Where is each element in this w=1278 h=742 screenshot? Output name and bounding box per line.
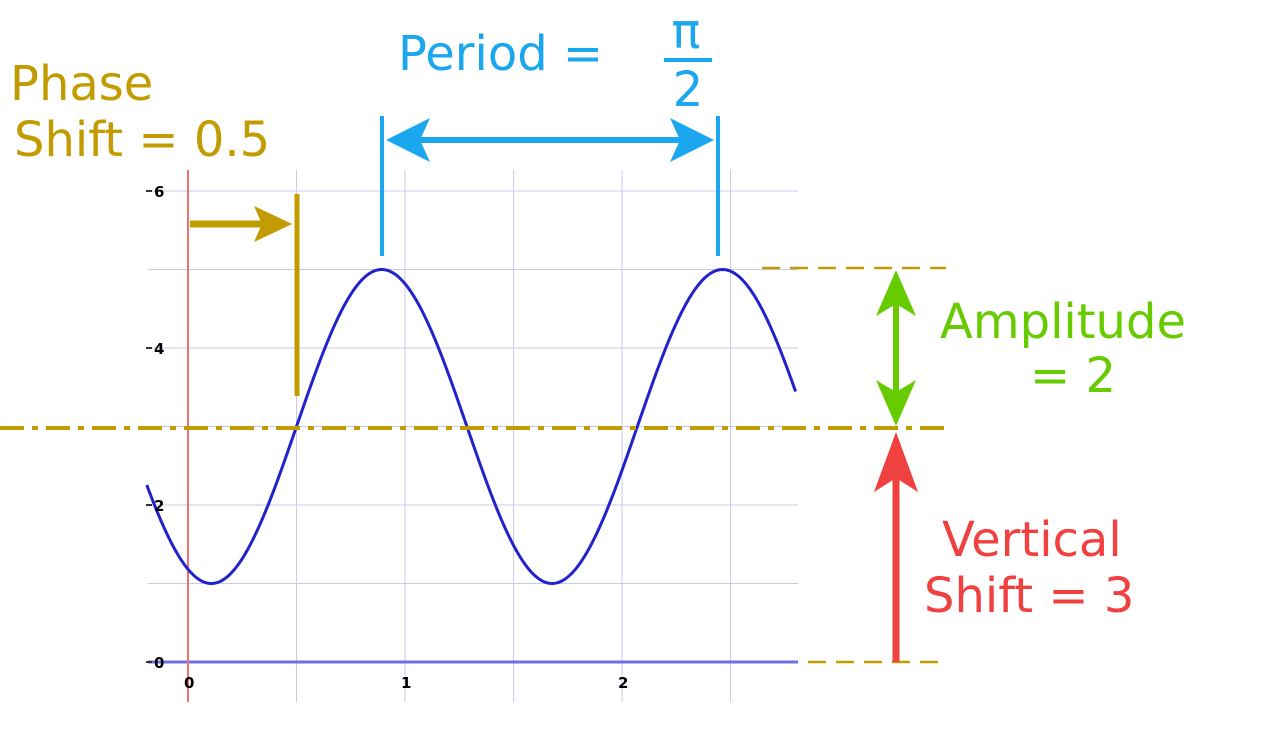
amplitude-label-line2: = 2 — [1030, 348, 1116, 404]
phase-shift-label-line2: Shift = 0.5 — [14, 112, 270, 168]
period-arrow-right-head-icon — [670, 118, 714, 162]
phase-shift-annotation: Phase Shift = 0.5 — [10, 56, 300, 396]
phase-shift-label-line1: Phase — [10, 56, 153, 112]
x-tick-label: 0 — [184, 674, 194, 692]
period-annotation: Period = π 2 — [380, 4, 720, 256]
amplitude-arrow-down-head-icon — [876, 380, 916, 426]
amplitude-arrow-up-head-icon — [876, 270, 916, 316]
x-tick-label: 1 — [401, 674, 411, 692]
vertical-shift-arrow-head-icon — [874, 432, 918, 492]
period-arrow-left-head-icon — [386, 118, 430, 162]
y-tick-label: 6 — [154, 183, 164, 201]
vertical-shift-label-line1: Vertical — [942, 512, 1122, 568]
series-curve — [145, 267, 798, 586]
x-tick-label: 2 — [618, 674, 628, 692]
amplitude-annotation: Amplitude = 2 — [876, 270, 1186, 426]
y-tick-label: 0 — [154, 654, 164, 672]
tick-labels: 0 2 4 6 0 1 2 — [146, 183, 628, 692]
period-denominator: 2 — [673, 62, 704, 118]
axes — [148, 170, 798, 702]
y-tick-label: 4 — [154, 340, 164, 358]
vertical-shift-label-line2: Shift = 3 — [924, 568, 1134, 624]
vertical-shift-annotation: Vertical Shift = 3 — [874, 432, 1134, 662]
amplitude-label-line1: Amplitude — [940, 294, 1186, 350]
y-tick-label: 2 — [154, 497, 164, 515]
period-label: Period = — [398, 26, 603, 82]
period-numerator: π — [672, 4, 701, 60]
phase-shift-arrow-head-icon — [254, 206, 292, 242]
grid — [148, 170, 798, 702]
